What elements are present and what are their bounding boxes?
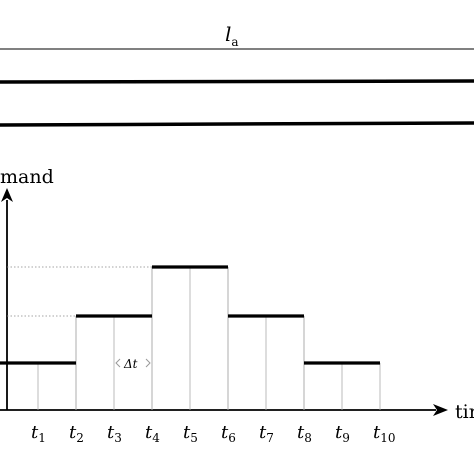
thick-line-upper [0,79,474,84]
tick-label-t4: t4 [145,422,160,445]
top-label-subscript: a [231,35,238,49]
tick-label-t7: t7 [259,422,274,445]
tick-label-t2: t2 [69,422,84,445]
tick-labels: t1 t2 t3 t4 t5 t6 t7 t8 t9 t10 [31,422,396,445]
tick-label-t1: t1 [31,422,46,445]
x-axis-label: tir [455,401,474,423]
delta-t-label: Δt [123,357,138,371]
tick-label-t8: t8 [297,422,312,445]
delta-arrow-right [145,358,151,368]
tick-label-t5: t5 [183,422,198,445]
tick-label-t3: t3 [107,422,122,445]
thick-line-lower [0,121,474,127]
y-axis-arrowhead [1,188,13,202]
tick-label-t10: t10 [373,422,396,445]
x-axis-arrowhead [433,404,448,416]
dotted-guides [7,266,381,410]
y-axis-label: mand [0,166,54,188]
tick-label-t6: t6 [221,422,236,445]
demand-steps [0,265,380,365]
tick-label-t9: t9 [335,422,350,445]
top-label: la [225,22,239,49]
delta-arrow-left [115,358,121,368]
delta-t-annotation: Δt [115,357,151,371]
